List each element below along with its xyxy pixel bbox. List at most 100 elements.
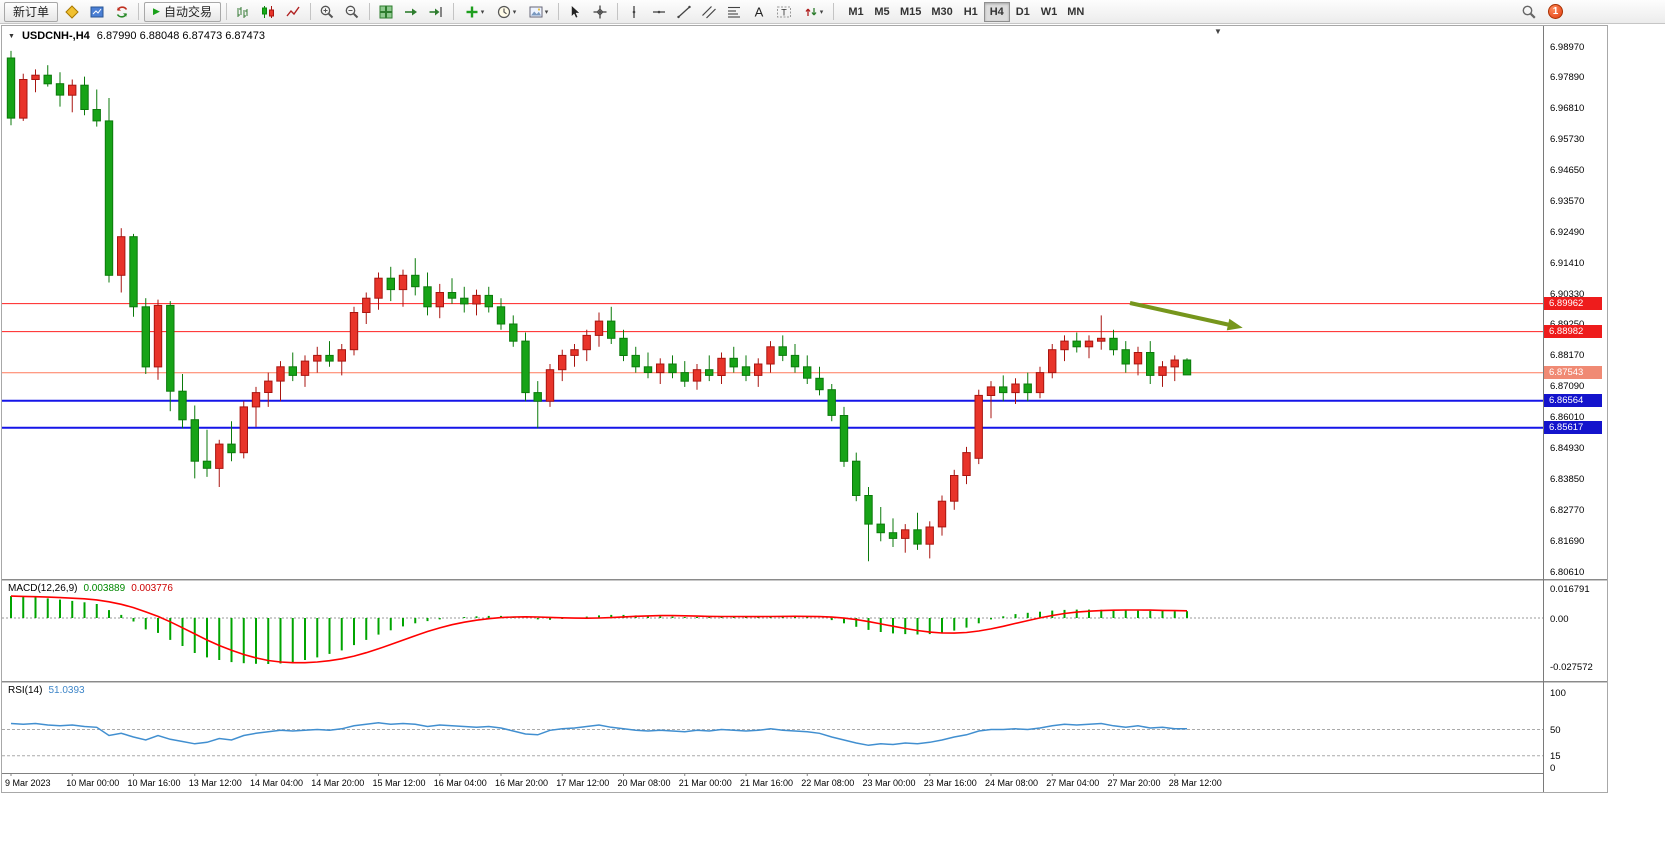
- timeframe-button-h4[interactable]: H4: [983, 1, 1010, 22]
- rsi-line: [10, 722, 1188, 747]
- trendline-icon[interactable]: [673, 2, 696, 22]
- price-axis-label: 6.87090: [1550, 381, 1585, 393]
- macd-name: MACD(12,26,9): [8, 583, 78, 594]
- price-tag: 6.88982: [1544, 325, 1602, 339]
- price-chart-canvas[interactable]: [2, 27, 1543, 579]
- time-axis-label: 21 Mar 00:00: [679, 778, 732, 788]
- periods-icon[interactable]: ▾: [491, 2, 521, 22]
- one-click-trading-toggle[interactable]: ▼: [8, 32, 15, 40]
- price-axis-label: 6.93570: [1550, 195, 1585, 207]
- chart-ohlc-values: 6.87990 6.88048 6.87473 6.87473: [96, 30, 265, 42]
- time-axis-label: 28 Mar 12:00: [1169, 778, 1222, 788]
- timeframe-button-m30[interactable]: M30: [926, 2, 957, 22]
- cursor-icon[interactable]: [564, 2, 587, 22]
- timeframe-button-d1[interactable]: D1: [1010, 2, 1036, 22]
- timeframe-toolbar: M1 M5 M15 M30 H1 H4 D1 W1 MN: [843, 1, 1089, 22]
- time-axis-label: 27 Mar 20:00: [1108, 778, 1161, 788]
- price-axis-label: 6.94650: [1550, 165, 1585, 177]
- auto-scroll-icon[interactable]: [400, 2, 423, 22]
- indicators-icon[interactable]: ▾: [459, 2, 489, 22]
- candlestick-chart-icon[interactable]: [257, 2, 280, 22]
- time-axis-label: 22 Mar 08:00: [801, 778, 854, 788]
- chart-window: ▼ USDCNH-,H4 6.87990 6.88048 6.87473 6.8…: [1, 25, 1608, 793]
- auto-trading-button[interactable]: ▶ 自动交易: [144, 1, 221, 22]
- channel-icon[interactable]: [698, 2, 721, 22]
- price-tag: 6.86564: [1544, 394, 1602, 408]
- notification-badge[interactable]: 1: [1548, 4, 1563, 19]
- line-chart-icon[interactable]: [282, 2, 305, 22]
- price-axis-label: 6.82770: [1550, 504, 1585, 516]
- rsi-axis-label: 50: [1550, 725, 1561, 736]
- metaeditor-icon[interactable]: [60, 2, 83, 22]
- price-axis-label: 6.95730: [1550, 134, 1585, 146]
- price-axis-label: 6.84930: [1550, 442, 1585, 454]
- dropdown-arrow-icon: ▾: [819, 8, 824, 16]
- time-axis-label: 23 Mar 16:00: [924, 778, 977, 788]
- time-axis-label: 16 Mar 20:00: [495, 778, 548, 788]
- macd-axis-label: 0.016791: [1550, 584, 1590, 596]
- toolbar-separator: [138, 3, 140, 20]
- chart-symbol-period: USDCNH-,H4: [21, 30, 90, 42]
- macd-main-value: 0.003889: [83, 583, 126, 594]
- price-axis-label: 6.97890: [1550, 72, 1585, 84]
- zoom-in-icon[interactable]: [316, 2, 339, 22]
- chart-shift-icon[interactable]: [425, 2, 448, 22]
- price-axis-column[interactable]: 6.98970 6.97890 6.96810 6.95730 6.94650 6.935…: [1543, 26, 1607, 792]
- panel-separator-macd[interactable]: [2, 579, 1607, 581]
- toolbar-separator: [832, 3, 834, 20]
- rsi-canvas[interactable]: [2, 683, 1543, 773]
- timeframe-button-mn[interactable]: MN: [1062, 2, 1089, 22]
- new-order-button[interactable]: 新订单: [4, 1, 59, 22]
- time-axis-label: 27 Mar 04:00: [1046, 778, 1099, 788]
- panel-separator-rsi[interactable]: [2, 681, 1607, 683]
- price-tag: 6.85617: [1544, 421, 1602, 435]
- price-axis-label: 6.92490: [1550, 226, 1585, 238]
- timeframe-button-h1[interactable]: H1: [958, 2, 984, 22]
- price-tag: 6.89962: [1544, 297, 1602, 311]
- macd-signal-value: 0.003776: [131, 583, 173, 594]
- shapes-icon[interactable]: ▾: [798, 2, 828, 22]
- rsi-value: 51.0393: [48, 685, 85, 696]
- macd-label: MACD(12,26,9) 0.003889 0.003776: [8, 583, 173, 594]
- timeframe-button-w1[interactable]: W1: [1036, 2, 1063, 22]
- timeframe-button-m1[interactable]: M1: [843, 2, 869, 22]
- rsi-label: RSI(14) 51.0393: [8, 685, 85, 696]
- tile-windows-icon[interactable]: [375, 2, 398, 22]
- market-watch-icon[interactable]: [85, 2, 108, 22]
- macd-axis-label: 0.00: [1550, 613, 1569, 625]
- fibonacci-icon[interactable]: [723, 2, 746, 22]
- time-axis-label: 16 Mar 04:00: [434, 778, 487, 788]
- time-axis[interactable]: 9 Mar 2023 10 Mar 00:00 10 Mar 16:00 13 Mar…: [2, 773, 1543, 791]
- macd-canvas[interactable]: [2, 581, 1543, 681]
- templates-icon[interactable]: ▾: [523, 2, 553, 22]
- price-axis-label: 6.90330: [1550, 288, 1585, 300]
- timeframe-button-m5[interactable]: M5: [869, 2, 895, 22]
- time-axis-label: 14 Mar 04:00: [250, 778, 303, 788]
- trend-arrow-annotation: [1129, 301, 1231, 327]
- time-axis-label: 23 Mar 00:00: [863, 778, 916, 788]
- refresh-icon[interactable]: [110, 2, 133, 22]
- timeframe-button-m15[interactable]: M15: [895, 2, 926, 22]
- time-axis-label: 10 Mar 16:00: [128, 778, 181, 788]
- price-axis-label: 6.89250: [1550, 319, 1584, 330]
- rsi-name: RSI(14): [8, 685, 43, 696]
- rsi-axis-label: 100: [1550, 687, 1566, 699]
- horizontal-line-icon[interactable]: [648, 2, 671, 22]
- chart-shift-marker[interactable]: ▼: [1214, 27, 1222, 36]
- search-icon[interactable]: [1517, 2, 1540, 22]
- time-axis-label: 9 Mar 2023: [5, 778, 51, 788]
- toolbar-separator: [557, 3, 559, 20]
- bar-chart-icon[interactable]: [232, 2, 255, 22]
- time-axis-label: 14 Mar 20:00: [311, 778, 364, 788]
- text-icon[interactable]: A: [748, 2, 771, 22]
- label-icon[interactable]: T: [773, 2, 796, 22]
- time-axis-label: 10 Mar 00:00: [66, 778, 119, 788]
- time-axis-label: 17 Mar 12:00: [556, 778, 609, 788]
- price-tag: 6.87543: [1544, 366, 1602, 380]
- price-axis-label: 6.96810: [1550, 103, 1585, 115]
- price-axis-label: 6.86010: [1550, 412, 1585, 424]
- zoom-out-icon[interactable]: [341, 2, 364, 22]
- vertical-line-icon[interactable]: [623, 2, 646, 22]
- rsi-axis-label: 15: [1550, 751, 1561, 763]
- crosshair-icon[interactable]: [589, 2, 612, 22]
